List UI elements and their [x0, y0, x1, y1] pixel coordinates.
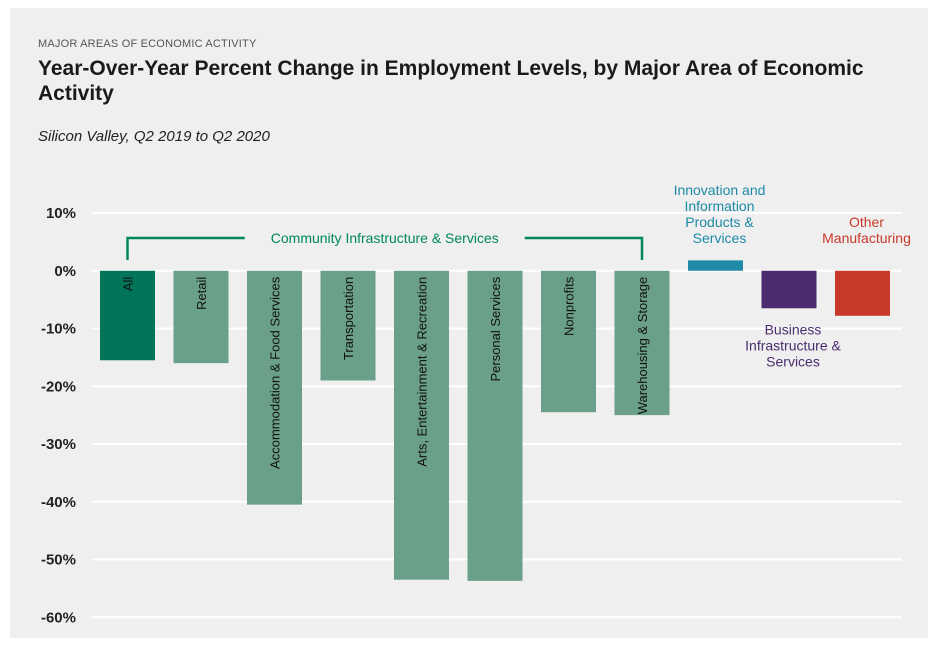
- group-label: Business Infrastructure & Services: [745, 321, 841, 369]
- bar-label: Transportation: [341, 277, 356, 360]
- bar: [247, 270, 302, 505]
- bar: [394, 270, 449, 580]
- bar: [835, 270, 890, 316]
- bar: [614, 270, 670, 416]
- bar-label: Retail: [194, 277, 209, 310]
- bar-label: All: [121, 277, 136, 292]
- bar-label: Warehousing & Storage: [635, 277, 650, 415]
- y-tick-label: -40%: [41, 494, 76, 511]
- bar-label: Personal Services: [488, 276, 503, 381]
- y-tick-label: -60%: [41, 609, 76, 626]
- bar-label: Accommodation & Food Services: [268, 276, 283, 469]
- bar: [173, 270, 229, 364]
- chart-title: Year-Over-Year Percent Change in Employm…: [38, 57, 864, 105]
- y-tick-label: 10%: [46, 205, 76, 222]
- y-tick-label: -20%: [41, 378, 76, 395]
- bar-label: Nonprofits: [562, 276, 577, 336]
- section-kicker: MAJOR AREAS OF ECONOMIC ACTIVITY: [38, 38, 257, 50]
- group-label: Innovation and Information Products & Servi…: [674, 182, 766, 246]
- y-tick-label: -10%: [41, 321, 76, 338]
- bar: [467, 270, 523, 581]
- bar: [761, 270, 817, 309]
- bar: [320, 270, 376, 381]
- group-label: Other Manufacturing: [822, 214, 911, 246]
- y-tick-label: -30%: [41, 436, 76, 453]
- bar: [688, 260, 743, 271]
- group-bracket: [126, 236, 644, 260]
- group-label: Community Infrastructure & Services: [271, 230, 499, 246]
- y-tick-label: 0%: [54, 263, 76, 280]
- bar: [100, 270, 155, 361]
- y-tick-label: -50%: [41, 552, 76, 569]
- chart-subtitle: Silicon Valley, Q2 2019 to Q2 2020: [38, 128, 270, 145]
- bar: [541, 270, 596, 413]
- bar-label: Arts, Entertainment & Recreation: [415, 277, 430, 467]
